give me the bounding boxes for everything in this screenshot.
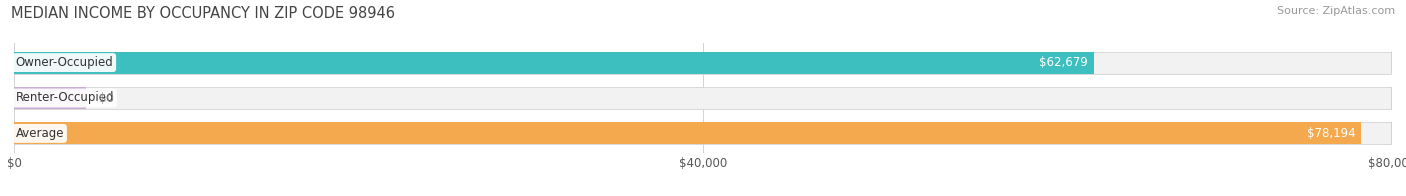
Text: $0: $0 bbox=[100, 92, 114, 104]
Bar bbox=[14, 122, 1361, 144]
Text: $62,679: $62,679 bbox=[1039, 56, 1088, 69]
Bar bbox=[14, 122, 1392, 144]
Bar bbox=[14, 87, 1392, 109]
Bar bbox=[14, 87, 86, 109]
Text: Average: Average bbox=[15, 127, 63, 140]
Text: Owner-Occupied: Owner-Occupied bbox=[15, 56, 114, 69]
Text: $78,194: $78,194 bbox=[1306, 127, 1355, 140]
Text: Renter-Occupied: Renter-Occupied bbox=[15, 92, 114, 104]
Bar bbox=[14, 52, 1392, 74]
Text: MEDIAN INCOME BY OCCUPANCY IN ZIP CODE 98946: MEDIAN INCOME BY OCCUPANCY IN ZIP CODE 9… bbox=[11, 6, 395, 21]
Bar bbox=[14, 52, 1094, 74]
Text: Source: ZipAtlas.com: Source: ZipAtlas.com bbox=[1277, 6, 1395, 16]
